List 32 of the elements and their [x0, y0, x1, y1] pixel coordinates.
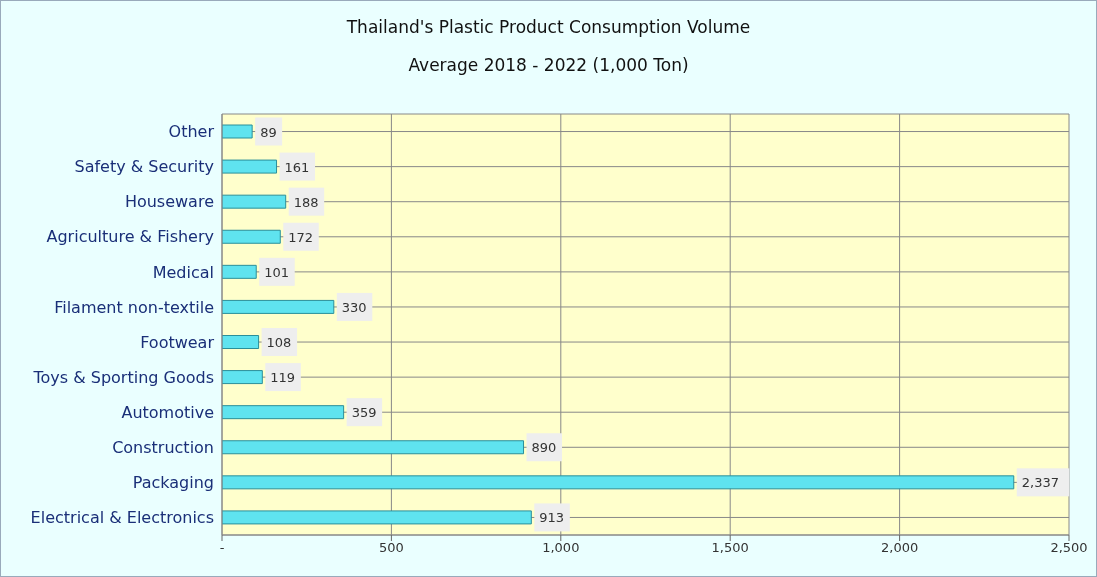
- data-label: 101: [264, 264, 290, 280]
- x-tick-label: -: [219, 540, 225, 556]
- y-tick-label: Medical: [152, 262, 214, 282]
- y-tick-label: Construction: [112, 437, 214, 457]
- chart-subtitle: Average 2018 - 2022 (1,000 Ton): [407, 55, 690, 75]
- x-tick-label: 2,500: [1050, 540, 1088, 556]
- x-tick-label: 2,000: [880, 540, 919, 556]
- y-tick-label: Filament non-textile: [54, 297, 214, 317]
- data-label: 108: [266, 335, 292, 350]
- y-tick-label: Houseware: [124, 192, 214, 212]
- y-tick-label: Toys & Sporting Goods: [32, 367, 214, 387]
- x-tick-label: 1,000: [542, 540, 580, 556]
- y-tick-label: Agriculture & Fishery: [46, 227, 214, 247]
- data-label: 172: [288, 229, 314, 245]
- data-label: 188: [293, 194, 319, 210]
- data-label: 330: [341, 299, 367, 315]
- data-label: 161: [284, 159, 310, 175]
- y-tick-label: Other: [168, 122, 215, 142]
- x-tick-label: 500: [378, 540, 404, 556]
- data-label: 119: [270, 370, 296, 386]
- y-tick-label: Safety & Security: [74, 157, 214, 177]
- y-tick-label: Packaging: [132, 473, 214, 493]
- data-label: 2,337: [1021, 475, 1059, 491]
- data-label: 890: [531, 440, 557, 456]
- y-tick-label: Electrical & Electronics: [30, 508, 214, 528]
- x-tick-label: 1,500: [711, 540, 749, 556]
- y-tick-label: Automotive: [121, 402, 214, 422]
- data-label: 913: [539, 510, 565, 526]
- chart-title: Thailand's Plastic Product Consumption Volume: [345, 17, 752, 37]
- y-tick-label: Footwear: [140, 332, 215, 352]
- data-label: 359: [351, 405, 377, 421]
- data-label: 89: [260, 124, 277, 140]
